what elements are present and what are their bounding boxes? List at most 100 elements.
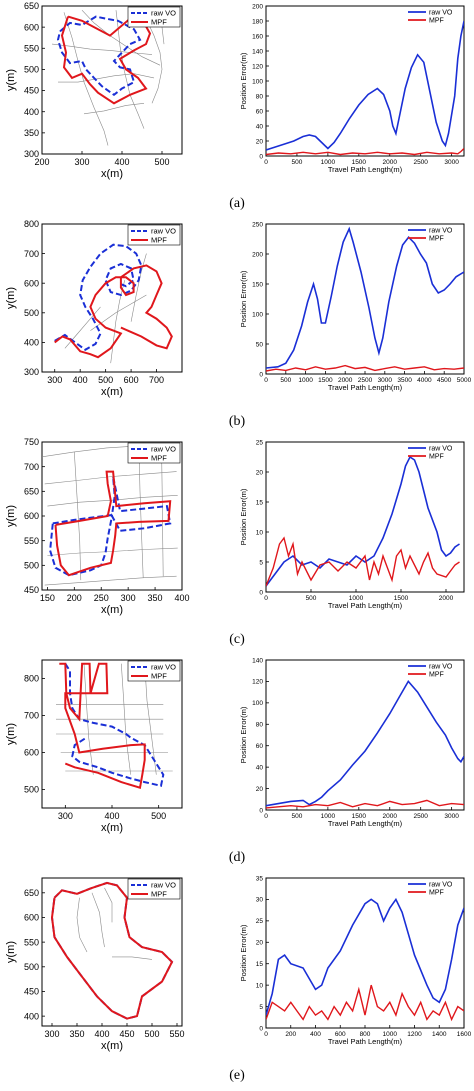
y-tick-label: 600 — [24, 22, 39, 32]
legend-label-mpf: MPF — [429, 672, 444, 679]
legend-label-mpf: MPF — [429, 18, 444, 25]
y-tick-label: 650 — [24, 888, 39, 898]
x-tick-label: 150 — [40, 593, 55, 603]
x-tick-label: 350 — [69, 1029, 84, 1039]
mpf-trajectory — [54, 264, 173, 359]
y-tick-label: 80 — [256, 93, 264, 100]
y-tick-label: 25 — [256, 439, 264, 446]
x-tick-label: 1000 — [321, 813, 336, 820]
y-tick-label: 500 — [24, 65, 39, 75]
x-tick-label: 3000 — [378, 377, 393, 384]
y-tick-label: 250 — [252, 221, 263, 228]
y-tick-label: 150 — [252, 281, 263, 288]
y-tick-label: 600 — [24, 748, 39, 758]
y-axis-label: Position Error(m) — [239, 488, 248, 545]
road-line — [51, 43, 153, 55]
x-tick-label: 400 — [73, 375, 88, 385]
y-tick-label: 550 — [24, 937, 39, 947]
legend-label-vo: raw VO — [151, 9, 176, 18]
y-tick-label: 0 — [259, 589, 263, 596]
raw-vo-error-line — [266, 680, 464, 807]
road-line — [121, 663, 131, 775]
y-tick-label: 550 — [24, 536, 39, 546]
y-tick-label: 60 — [256, 108, 264, 115]
x-tick-label: 0 — [264, 1031, 268, 1038]
legend-label-mpf: MPF — [151, 890, 167, 899]
error-plot — [266, 20, 464, 156]
error-plot — [266, 455, 460, 587]
y-tick-label: 800 — [24, 219, 39, 229]
legend-label-mpf: MPF — [151, 18, 167, 27]
y-tick-label: 500 — [24, 785, 39, 795]
y-tick-label: 25 — [256, 918, 264, 925]
legend-label-vo: raw VO — [151, 227, 176, 236]
x-axis-label: Travel Path Length(m) — [328, 601, 403, 610]
legend-label-vo: raw VO — [429, 882, 453, 889]
x-tick-label: 400 — [174, 593, 189, 603]
x-tick-label: 1600 — [457, 1031, 472, 1038]
x-tick-label: 450 — [119, 1029, 134, 1039]
y-tick-label: 140 — [252, 48, 263, 55]
x-tick-label: 1500 — [394, 595, 409, 602]
y-tick-label: 400 — [24, 107, 39, 117]
mpf-error-line — [266, 536, 460, 587]
figure-panel: 300 350 400 450 500 550 400 450 500 550 600 650 x(m)… — [0, 872, 474, 1090]
x-tick-label: 300 — [58, 811, 73, 821]
legend-label-mpf: MPF — [429, 454, 444, 461]
y-tick-label: 50 — [256, 341, 264, 348]
road-line — [130, 253, 147, 322]
y-tick-label: 200 — [252, 3, 263, 10]
road-line — [112, 956, 153, 960]
road-line — [115, 10, 145, 129]
y-tick-label: 120 — [252, 679, 263, 686]
y-tick-label: 20 — [256, 469, 264, 476]
road-line — [104, 887, 113, 923]
trajectory-plot — [42, 444, 178, 586]
y-tick-label: 60 — [256, 743, 264, 750]
panel-charts: 300 400 500 600 700300400500600700800x(m)y(m… — [5, 219, 472, 398]
x-tick-label: 200 — [67, 593, 82, 603]
y-tick-label: 0 — [259, 153, 263, 160]
error-plot — [266, 226, 464, 372]
x-tick-label: 350 — [148, 593, 163, 603]
x-tick-label: 4000 — [417, 377, 432, 384]
mpf-trajectory — [54, 470, 172, 577]
error-axes: 0 200 400 600 800 1000 1200 1400 1600 0 5 10 15 20 25 3… — [239, 875, 472, 1046]
y-tick-label: 40 — [256, 764, 264, 771]
x-tick-label: 500 — [154, 157, 169, 167]
y-tick-label: 120 — [252, 63, 263, 70]
y-tick-label: 300 — [24, 149, 39, 159]
panel-label: (a) — [229, 196, 245, 211]
road-line — [90, 294, 147, 331]
x-axis-label: x(m) — [101, 822, 123, 834]
x-tick-label: 700 — [149, 375, 164, 385]
panel-charts: 200 300 400 500300350400450500550600650x(m)… — [5, 1, 465, 180]
x-axis-label: x(m) — [101, 1040, 123, 1052]
figure-panel: 150 200 250 300 350 400 450 500 550 600 650 700 750 x… — [0, 436, 474, 654]
y-tick-label: 450 — [24, 987, 39, 997]
x-tick-label: 1200 — [407, 1031, 422, 1038]
road-line — [58, 73, 155, 83]
trajectory-axes: 200 300 400 500300350400450500550600650x(m)… — [5, 1, 183, 180]
y-tick-label: 700 — [24, 711, 39, 721]
x-tick-label: 2000 — [338, 377, 353, 384]
error-plot-frame — [265, 223, 465, 375]
y-tick-label: 700 — [24, 249, 39, 259]
y-axis-label: Position Error(m) — [239, 52, 248, 109]
x-axis-label: x(m) — [101, 168, 123, 180]
raw-vo-error-line — [266, 20, 464, 151]
x-tick-label: 300 — [121, 593, 136, 603]
y-tick-label: 180 — [252, 18, 263, 25]
panel-label: (c) — [229, 632, 245, 647]
x-tick-label: 0 — [264, 377, 268, 384]
x-axis-label: Travel Path Length(m) — [328, 165, 403, 174]
road-line — [44, 575, 177, 586]
y-tick-label: 40 — [256, 123, 264, 130]
x-tick-label: 500 — [292, 813, 303, 820]
